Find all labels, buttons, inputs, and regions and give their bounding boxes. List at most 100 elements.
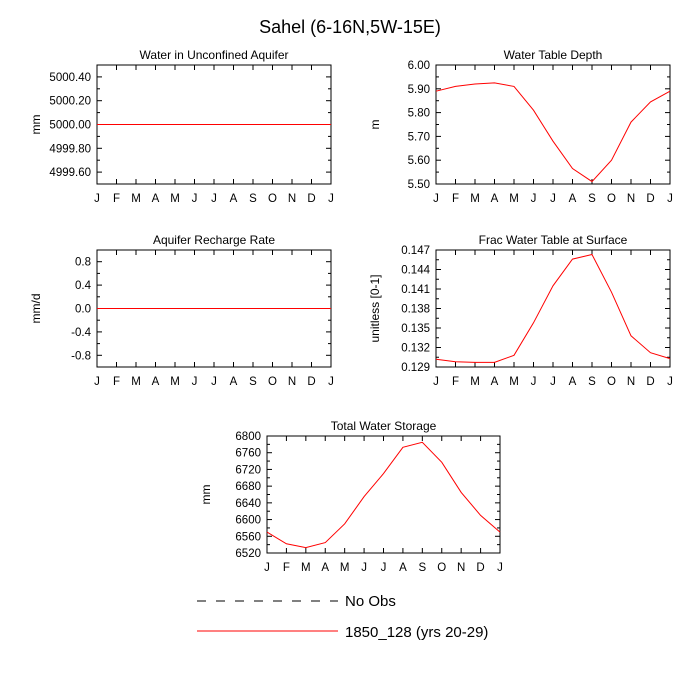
x-tick-label: A — [321, 562, 329, 574]
panel-title: Water in Unconfined Aquifer — [140, 48, 289, 62]
x-tick-label: O — [437, 562, 446, 574]
x-tick-label: A — [491, 376, 499, 388]
legend-entry-model: 1850_128 (yrs 20-29) — [197, 624, 488, 641]
x-tick-label: J — [94, 376, 100, 388]
x-tick-label: M — [509, 376, 519, 388]
legend-entry-no-obs: No Obs — [197, 593, 396, 610]
y-tick-label: 6760 — [235, 448, 261, 460]
y-axis-label: unitless [0-1] — [368, 274, 382, 342]
x-tick-label: J — [550, 193, 556, 205]
x-tick-label: J — [211, 376, 217, 388]
y-tick-label: 0.144 — [401, 265, 430, 277]
y-axis-label: m — [368, 120, 382, 130]
x-tick-label: J — [94, 193, 100, 205]
y-tick-label: 5000.20 — [49, 96, 91, 108]
x-tick-label: M — [170, 193, 180, 205]
panel-title: Frac Water Table at Surface — [479, 233, 628, 247]
y-tick-label: 0.4 — [75, 280, 92, 292]
y-tick-label: 0.8 — [75, 257, 91, 269]
series-line — [435, 253, 671, 363]
x-tick-label: M — [131, 193, 141, 205]
x-tick-label: A — [569, 193, 577, 205]
y-axis-label: mm — [199, 485, 213, 505]
series-line — [435, 82, 671, 183]
y-tick-label: 5.90 — [408, 84, 430, 96]
x-tick-label: M — [170, 376, 180, 388]
y-tick-label: 5.70 — [408, 131, 430, 143]
y-tick-label: 6520 — [235, 548, 261, 560]
panel-title: Total Water Storage — [331, 419, 437, 433]
x-tick-label: S — [588, 193, 596, 205]
x-tick-label: A — [230, 193, 238, 205]
x-tick-label: D — [646, 193, 654, 205]
y-tick-label: 0.135 — [401, 323, 430, 335]
series-line — [266, 441, 501, 549]
y-tick-label: 6600 — [235, 515, 261, 527]
plot-frame — [435, 64, 671, 185]
x-tick-label: A — [152, 376, 160, 388]
x-tick-label: F — [452, 376, 459, 388]
x-tick-label: N — [627, 193, 635, 205]
x-tick-label: A — [491, 193, 499, 205]
y-tick-label: 0.132 — [401, 343, 430, 355]
y-tick-label: 6680 — [235, 481, 261, 493]
y-tick-label: 6640 — [235, 498, 261, 510]
x-tick-label: A — [569, 376, 577, 388]
y-tick-label: 5.50 — [408, 179, 430, 191]
y-tick-label: 5.80 — [408, 108, 430, 120]
x-tick-label: F — [283, 562, 290, 574]
x-tick-label: S — [418, 562, 426, 574]
x-tick-label: S — [249, 193, 257, 205]
y-tick-label: -0.8 — [71, 350, 91, 362]
y-axis-label: mm/d — [29, 294, 43, 324]
x-tick-label: D — [307, 376, 315, 388]
x-tick-label: M — [470, 193, 480, 205]
x-tick-label: N — [288, 376, 296, 388]
x-tick-label: F — [452, 193, 459, 205]
x-tick-label: J — [192, 193, 198, 205]
y-tick-label: 0.0 — [75, 304, 91, 316]
x-tick-label: J — [433, 193, 439, 205]
x-tick-label: S — [588, 376, 596, 388]
x-tick-label: M — [340, 562, 350, 574]
x-tick-label: D — [307, 193, 315, 205]
chart-panel-4: Frac Water Table at Surface unitless [0-1… — [368, 233, 673, 388]
x-tick-label: J — [361, 562, 367, 574]
y-tick-label: 4999.60 — [49, 167, 91, 179]
plot-frame — [435, 249, 671, 368]
x-tick-label: D — [646, 376, 654, 388]
x-tick-label: J — [381, 562, 387, 574]
x-tick-label: F — [113, 193, 120, 205]
x-tick-label: J — [667, 193, 673, 205]
x-tick-label: J — [531, 193, 537, 205]
y-axis-label: mm — [29, 115, 43, 135]
x-tick-label: J — [497, 562, 503, 574]
x-tick-label: A — [399, 562, 407, 574]
x-tick-label: N — [627, 376, 635, 388]
x-tick-label: N — [457, 562, 465, 574]
x-tick-label: M — [301, 562, 311, 574]
x-tick-label: J — [211, 193, 217, 205]
y-tick-label: 5000.40 — [49, 72, 91, 84]
x-tick-label: J — [192, 376, 198, 388]
y-tick-label: 6720 — [235, 464, 261, 476]
x-tick-label: J — [328, 193, 334, 205]
y-tick-label: 5000.00 — [49, 120, 91, 132]
x-tick-label: O — [268, 376, 277, 388]
y-tick-label: 6560 — [235, 531, 261, 543]
x-tick-label: O — [268, 193, 277, 205]
panel-title: Aquifer Recharge Rate — [153, 233, 275, 247]
y-tick-label: 0.141 — [401, 284, 430, 296]
y-tick-label: 0.147 — [401, 245, 430, 257]
x-tick-label: M — [470, 376, 480, 388]
y-tick-label: 4999.80 — [49, 143, 91, 155]
x-tick-label: J — [264, 562, 270, 574]
y-tick-label: -0.4 — [71, 327, 91, 339]
x-tick-label: S — [249, 376, 257, 388]
x-tick-label: N — [288, 193, 296, 205]
legend: No Obs 1850_128 (yrs 20-29) — [197, 593, 488, 641]
